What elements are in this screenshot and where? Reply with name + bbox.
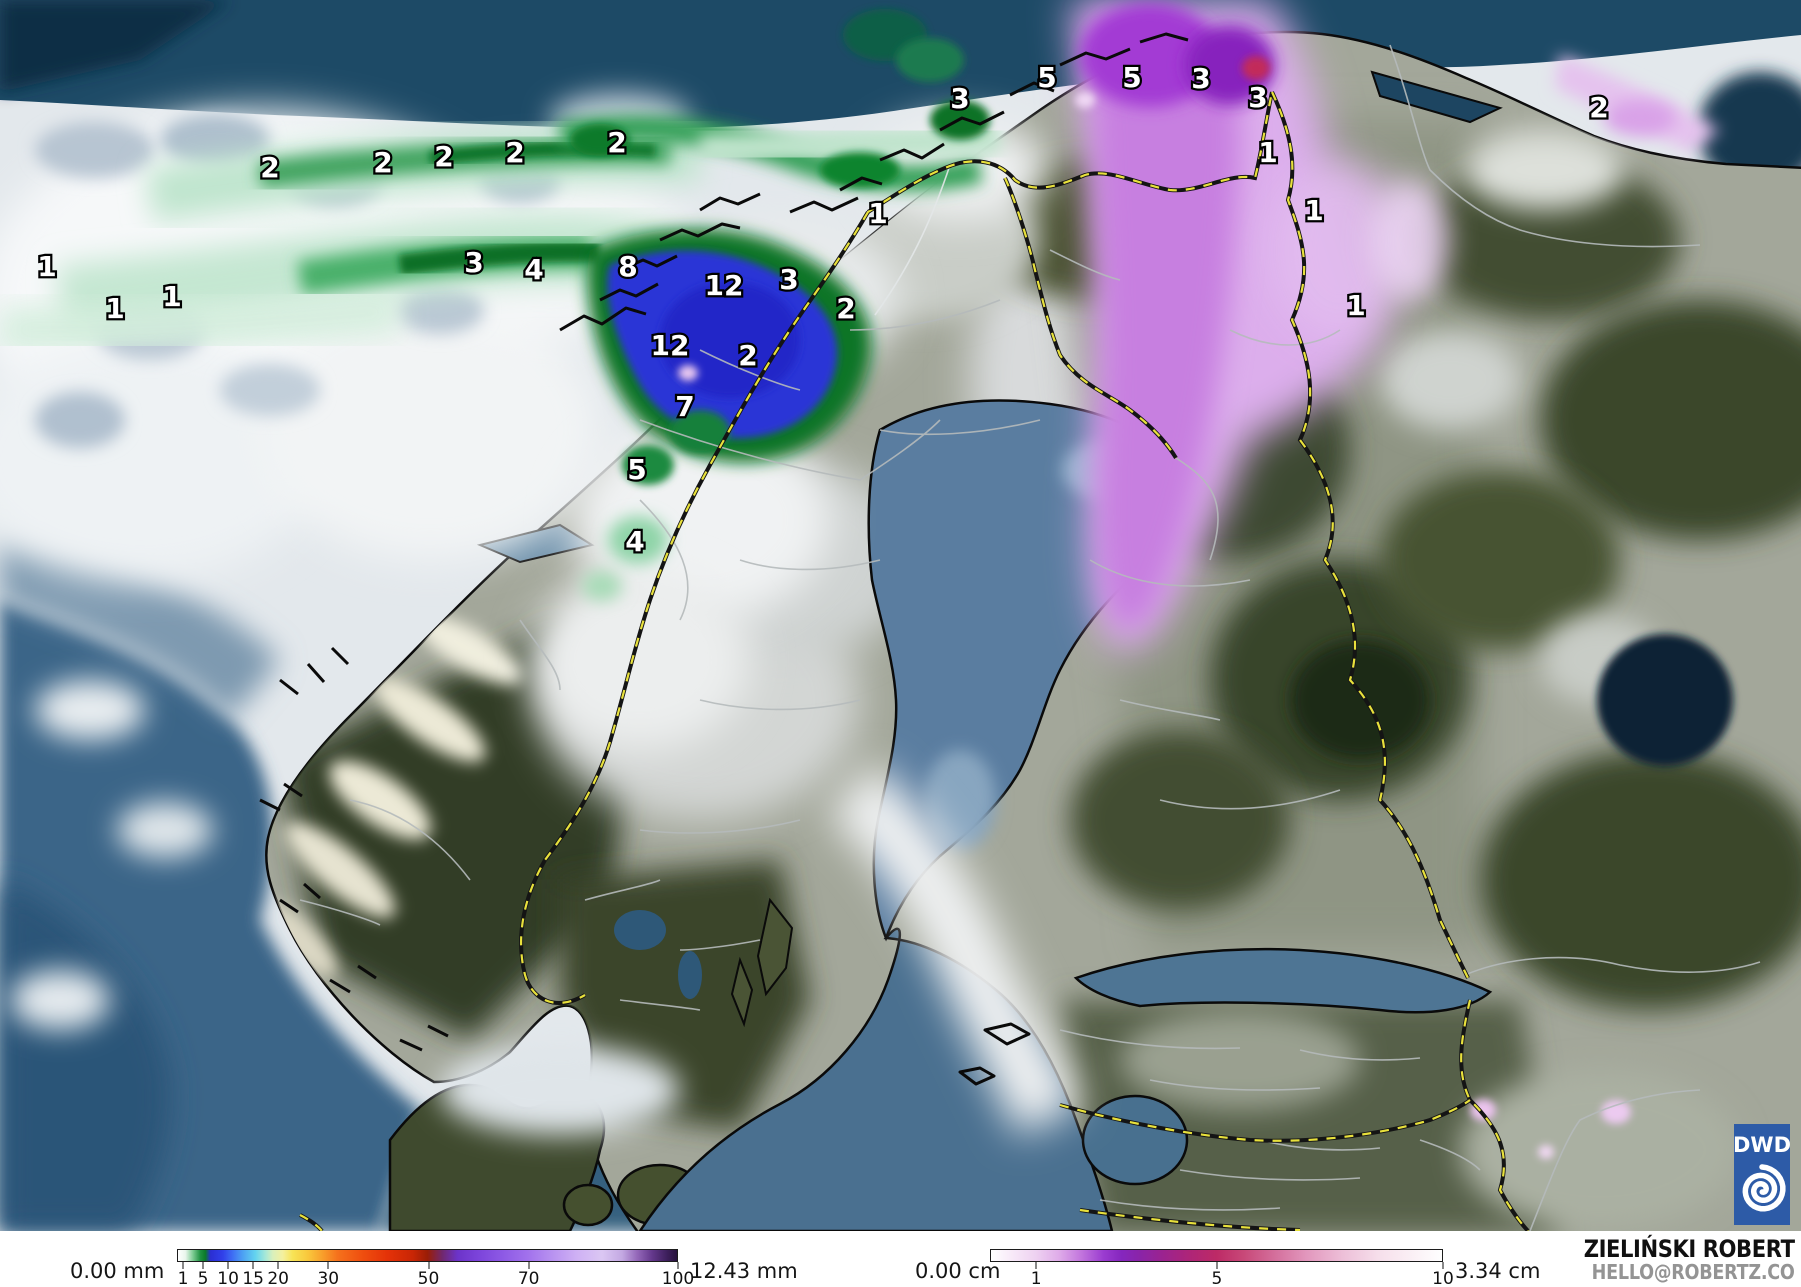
precip-snow-purple — [1070, 0, 1720, 1159]
map-value-label: 2 — [260, 151, 279, 184]
colorbar-tick — [1442, 1262, 1444, 1269]
colorbar-tick-label: 100 — [661, 1269, 695, 1287]
map-value-label: 1 — [1258, 136, 1277, 169]
cm-colorbar — [990, 1249, 1443, 1262]
map-value-label: 2 — [607, 126, 626, 159]
legend-footer: 0.00 mm 1 5 10 15 20 30 50 70 100 12.43 mm 0.00 … — [0, 1231, 1801, 1287]
map-value-label: 12 — [705, 269, 744, 302]
colorbar-tick-label: 70 — [517, 1269, 540, 1287]
coastline-islands — [259, 32, 1189, 1086]
map-value-label: 8 — [618, 250, 637, 283]
colorbar-tick-label: 50 — [417, 1269, 440, 1287]
mm-legend-min-label: 0.00 mm — [70, 1259, 165, 1283]
colorbar-tick-label: 10 — [217, 1269, 239, 1287]
arctic-dark-wedge — [0, 0, 230, 92]
mm-legend-max-label: 12.43 mm — [690, 1259, 798, 1283]
regional-borders — [299, 44, 1761, 1231]
colorbar-tick — [1216, 1262, 1218, 1269]
colorbar-tick — [277, 1262, 279, 1269]
cm-legend-max-label: 3.34 cm — [1455, 1259, 1541, 1283]
attribution-name: ZIELIŃSKI ROBERT — [1584, 1235, 1795, 1263]
colorbar-tick — [428, 1262, 429, 1269]
colorbar-tick-label: 1 — [1030, 1269, 1042, 1287]
colorbar-tick-label: 5 — [197, 1269, 209, 1287]
map-value-label: 1 — [868, 197, 887, 230]
map-value-label: 3 — [1191, 62, 1210, 95]
colorbar-tick-label: 5 — [1211, 1269, 1223, 1287]
national-borders — [299, 91, 1530, 1231]
map-value-label: 2 — [505, 136, 524, 169]
map-value-label: 3 — [1248, 81, 1267, 114]
dwd-spiral-icon — [1742, 1164, 1786, 1212]
map-value-label: 1 — [162, 280, 181, 313]
map-value-label: 1 — [1346, 289, 1365, 322]
dwd-logo-text: DWD — [1733, 1133, 1791, 1157]
colorbar-tick — [528, 1262, 530, 1269]
mm-colorbar — [177, 1249, 678, 1262]
map-value-label: 2 — [836, 292, 855, 325]
colorbar-tick-label: 15 — [242, 1269, 264, 1287]
colorbar-tick — [1035, 1262, 1037, 1269]
map-value-label: 5 — [1037, 61, 1056, 94]
map-value-label: 4 — [625, 525, 644, 558]
map-value-label: 3 — [950, 82, 969, 115]
colorbar-tick — [182, 1262, 184, 1269]
colorbar-tick-label: 30 — [317, 1269, 340, 1287]
colorbar-tick — [202, 1262, 204, 1269]
precip-rain-green — [0, 9, 1002, 601]
gulf-of-riga — [1081, 1094, 1189, 1186]
map-value-label: 3 — [779, 263, 798, 296]
map-value-label: 2 — [373, 146, 392, 179]
map-value-label: 7 — [675, 390, 694, 423]
map-value-label: 5 — [1122, 61, 1141, 94]
cm-legend-min-label: 0.00 cm — [915, 1259, 1001, 1283]
attribution-email: HELLO@ROBERTZ.CO — [1592, 1260, 1795, 1284]
map-value-label: 12 — [651, 329, 690, 362]
colorbar-tick — [252, 1262, 254, 1269]
colorbar-tick-label: 10 — [1432, 1269, 1454, 1287]
gulf-of-finland — [1073, 947, 1493, 1014]
map-value-label: 1 — [37, 250, 56, 283]
colorbar-tick — [327, 1262, 329, 1269]
colorbar-tick — [677, 1262, 679, 1269]
map-value-label: 2 — [1589, 91, 1608, 124]
colorbar-tick-label: 20 — [267, 1269, 290, 1287]
map-value-label: 2 — [738, 339, 757, 372]
map-value-label: 5 — [627, 453, 646, 486]
map-value-label: 3 — [464, 246, 483, 279]
lake-ladoga — [1597, 634, 1733, 766]
map-value-label: 4 — [524, 253, 543, 286]
colorbar-tick — [227, 1262, 229, 1269]
dwd-logo: DWD — [1733, 1124, 1791, 1225]
colorbar-tick-label: 1 — [177, 1269, 189, 1287]
map-value-label: 1 — [105, 292, 124, 325]
map-value-label: 2 — [434, 140, 453, 173]
map-value-label: 1 — [1304, 194, 1323, 227]
